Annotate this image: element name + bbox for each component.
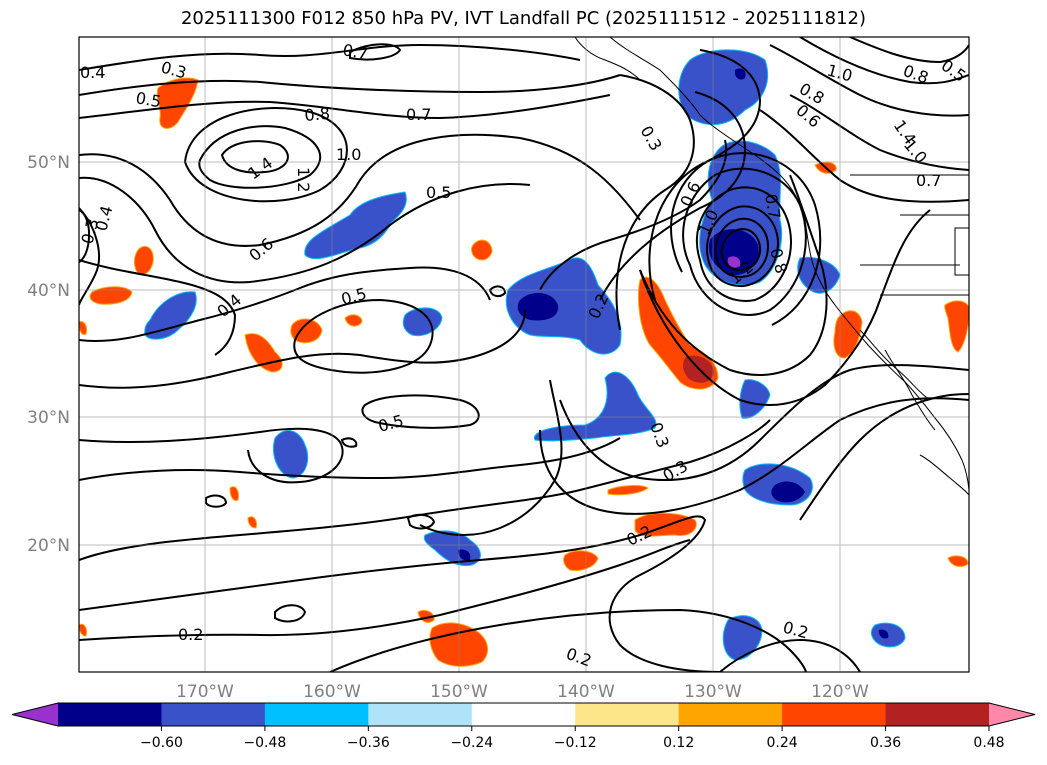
lon-label: 130°W xyxy=(684,682,742,702)
lat-label: 30°N xyxy=(27,408,70,428)
contour-label: 0.8 xyxy=(304,104,331,125)
colorbar-segment xyxy=(368,703,473,726)
colorbar-segment xyxy=(471,703,576,726)
map-plot-area xyxy=(79,37,969,672)
contour-label: 0.5 xyxy=(426,183,451,202)
colorbar-segment xyxy=(885,703,990,726)
lon-label: 160°W xyxy=(303,682,361,702)
gridlines xyxy=(79,37,969,672)
colorbar-tick-label: 0.36 xyxy=(870,735,901,751)
contour-label: 0.4 xyxy=(80,63,105,82)
colorbar-outline xyxy=(11,702,1036,727)
colorbar-segment xyxy=(264,703,369,726)
lat-label: 20°N xyxy=(27,536,70,556)
colorbar-extend-high xyxy=(989,703,1035,726)
colorbar-tick-label: −0.36 xyxy=(347,735,390,751)
colorbar-segment xyxy=(678,703,783,726)
contour-label: 1.0 xyxy=(336,145,361,164)
lon-label: 170°W xyxy=(176,682,234,702)
colorbar-tick-label: 0.12 xyxy=(663,735,694,751)
colorbar-extend-low xyxy=(12,703,58,726)
lat-label: 40°N xyxy=(27,281,70,301)
contour-label: 0.7 xyxy=(761,192,784,220)
contour-label: 0.7 xyxy=(341,40,369,63)
coastlines xyxy=(574,37,969,496)
colorbar-tick-label: −0.12 xyxy=(554,735,597,751)
lon-label: 150°W xyxy=(430,682,488,702)
colorbar-tick-label: −0.48 xyxy=(243,735,286,751)
contour-label: 0.7 xyxy=(916,171,941,190)
contour-label: 0.7 xyxy=(406,105,431,124)
contour-label: 0.2 xyxy=(178,625,203,644)
map-title: 2025111300 F012 850 hPa PV, IVT Landfall… xyxy=(180,8,867,29)
colorbar-segment xyxy=(575,703,680,726)
colorbar-tick-label: −0.24 xyxy=(450,735,493,751)
contour-label: 1.2 xyxy=(294,167,313,192)
lon-label: 120°W xyxy=(811,682,869,702)
colorbar-segment xyxy=(782,703,887,726)
latitude-labels: 50°N 40°N 30°N 20°N xyxy=(27,153,70,556)
pv-shading xyxy=(79,49,969,667)
colorbar-tick-label: 0.48 xyxy=(973,735,1004,751)
lat-label: 50°N xyxy=(27,153,70,173)
longitude-labels: 170°W 160°W 150°W 140°W 130°W 120°W xyxy=(176,682,869,702)
contour-lines xyxy=(79,37,969,672)
contour-label: 0.5 xyxy=(134,88,162,111)
colorbar-segment xyxy=(161,703,266,726)
colorbar-tick-label: −0.60 xyxy=(140,735,183,751)
lon-label: 140°W xyxy=(557,682,615,702)
colorbar-tick-label: 0.24 xyxy=(767,735,798,751)
contour-label: 0.3 xyxy=(78,217,103,247)
colorbar: −0.60 −0.48 −0.36 −0.24 −0.12 0.12 0.24 0.36 0.4… xyxy=(11,702,1036,751)
map-border xyxy=(78,36,970,673)
colorbar-segment xyxy=(58,703,162,726)
